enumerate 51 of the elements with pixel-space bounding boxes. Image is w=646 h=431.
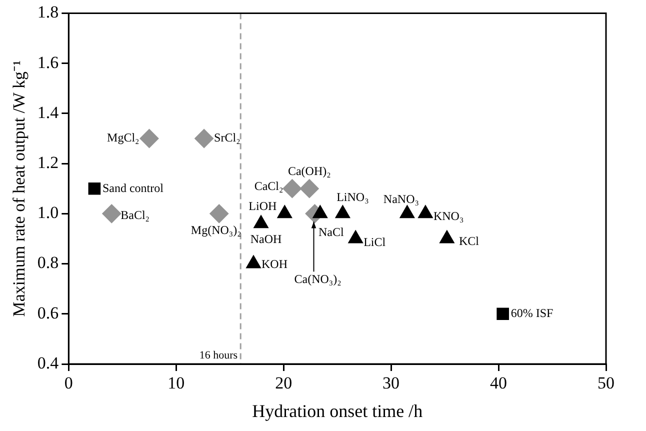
y-tick-label: 0.8: [37, 253, 59, 272]
point: [140, 128, 159, 148]
y-tick-label: 1.0: [37, 203, 59, 222]
x-tick-label: 20: [275, 374, 292, 393]
annotation: LiNO₃: [336, 190, 369, 204]
x-tick-label: 30: [382, 374, 400, 393]
annotation: 60% ISF: [510, 306, 554, 320]
point: [88, 182, 101, 195]
point: [210, 204, 229, 224]
annotation: Sand control: [102, 180, 164, 195]
y-tick-label: 0.6: [37, 303, 59, 322]
point: [400, 205, 415, 218]
ref-line-label: 16 hours: [199, 349, 238, 362]
point: [282, 179, 302, 198]
annotation: Ca(OH)₂: [288, 164, 331, 178]
x-tick-label: 50: [598, 374, 614, 393]
annotation: NaOH: [250, 232, 282, 246]
point: [194, 128, 214, 148]
y-tick-label: 0.4: [37, 353, 60, 372]
annotation: NaCl: [318, 224, 344, 239]
annotation: BaCl₂: [120, 208, 150, 222]
annotation: KOH: [262, 256, 288, 271]
point: [440, 230, 454, 244]
annotation: KCl: [458, 234, 480, 248]
annotation: LiOH: [248, 198, 277, 213]
annotation: MgCl₂: [107, 130, 140, 145]
annotation: NaNO₃: [383, 192, 419, 206]
point: [348, 230, 364, 244]
point: [418, 205, 433, 218]
point: [102, 204, 122, 224]
y-tick-label: 1.2: [37, 153, 59, 172]
point: [300, 179, 319, 198]
point: [254, 215, 268, 228]
annotation: Ca(NO₃)₂: [294, 272, 342, 286]
annotation: LiCl: [364, 234, 386, 249]
annotation: CaCl₂: [254, 178, 284, 193]
annotation: KNO₃: [433, 208, 464, 223]
point: [277, 205, 292, 218]
y-tick-label: 1.6: [37, 52, 59, 72]
annotation: Mg(NO₃)₂: [190, 222, 242, 237]
point: [246, 255, 261, 268]
x-tick-label: 40: [490, 374, 508, 393]
x-axis-title: Hydration onset time /h: [252, 400, 423, 421]
point: [335, 205, 350, 218]
x-tick-label: 0: [64, 374, 73, 393]
annotation: SrCl₂: [214, 130, 240, 145]
y-tick-label: 1.8: [37, 2, 59, 22]
y-axis-title: Maximum rate of heat output /W kg⁻¹: [10, 60, 29, 317]
y-tick-label: 1.4: [37, 102, 60, 122]
x-tick-label: 10: [168, 374, 185, 393]
point: [312, 205, 328, 218]
